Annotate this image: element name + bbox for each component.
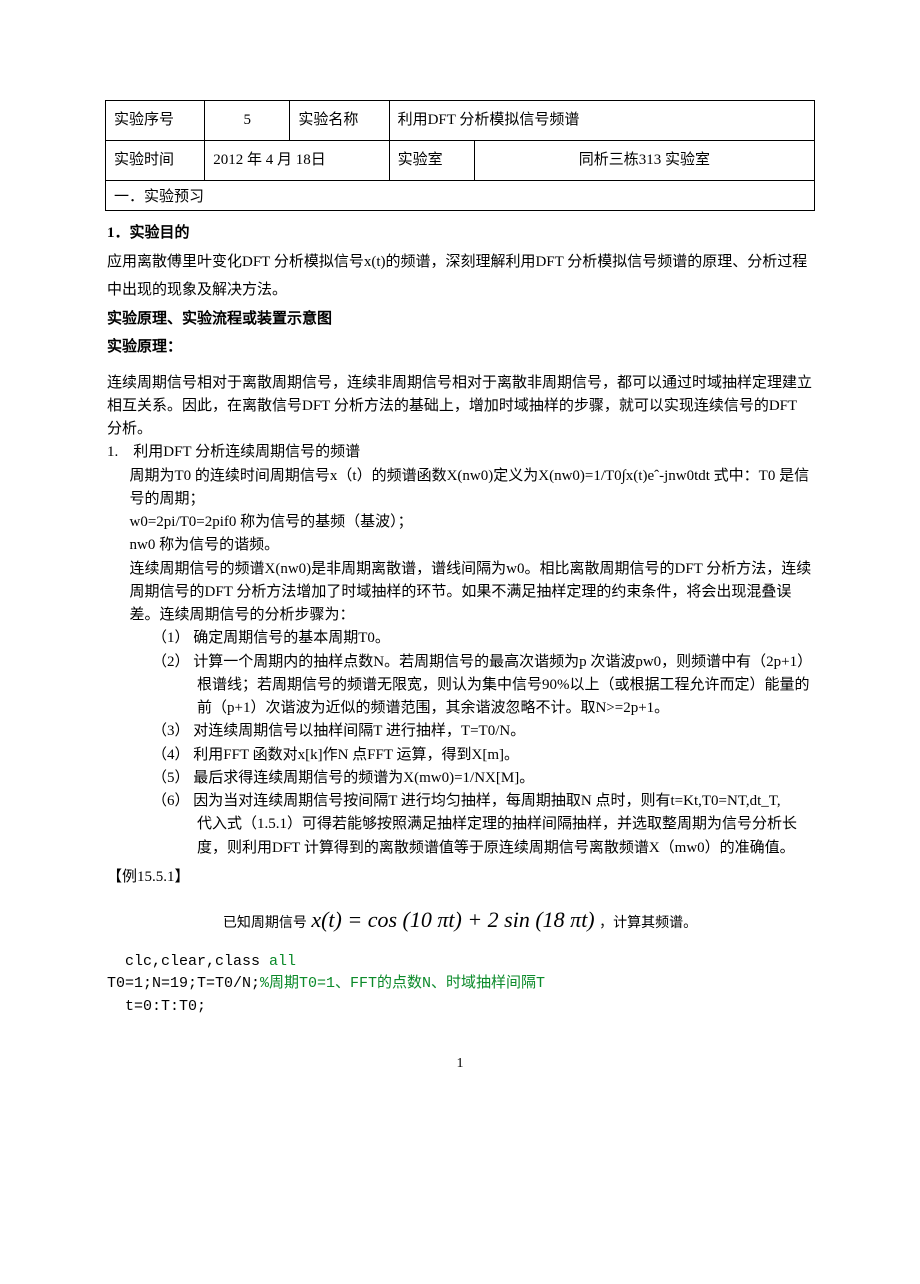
step-num: （5） — [152, 770, 190, 786]
heading-principle-flow: 实验原理、实验流程或装置示意图 — [107, 305, 813, 334]
value-lab: 同析三栋313 实验室 — [474, 141, 814, 181]
value-exp-time: 2012 年 4 月 18日 — [205, 141, 389, 181]
sub1-line: 周期为T0 的连续时间周期信号x（t）的频谱函数X(nw0)定义为X(nw0)=… — [130, 465, 814, 512]
step-num: （6） — [152, 793, 190, 809]
label-exp-name: 实验名称 — [290, 101, 389, 141]
table-row: 实验时间 2012 年 4 月 18日 实验室 同析三栋313 实验室 — [106, 141, 815, 181]
code-line: clc,clear,class all — [107, 951, 813, 974]
step-num: （3） — [152, 723, 190, 739]
code-keyword: all — [269, 953, 296, 970]
step-item: （2） 计算一个周期内的抽样点数N。若周期信号的最高次谐频为p 次谐波pw0，则… — [152, 651, 813, 721]
step-text: 确定周期信号的基本周期T0。 — [193, 630, 390, 646]
step-text: 最后求得连续周期信号的频谱为X(mw0)=1/NX[M]。 — [193, 770, 534, 786]
step-text: 计算一个周期内的抽样点数N。若周期信号的最高次谐频为p 次谐波pw0，则频谱中有… — [193, 654, 812, 717]
code-text: T0=1;N=19;T=T0/N; — [107, 975, 260, 992]
code-line: t=0:T:T0; — [107, 996, 813, 1019]
formula-prefix: 已知周期信号 — [223, 916, 307, 931]
sub1-line: w0=2pi/T0=2pif0 称为信号的基频（基波）； — [130, 511, 814, 534]
formula-line: 已知周期信号 x(t) = cos (10 πt) + 2 sin (18 πt… — [107, 899, 813, 941]
paragraph-intro: 连续周期信号相对于离散周期信号，连续非周期信号相对于离散非周期信号，都可以通过时… — [107, 372, 813, 442]
step-item: （6） 因为当对连续周期信号按间隔T 进行均匀抽样，每周期抽取N 点时，则有t=… — [152, 790, 813, 813]
subheading-1: 1. 利用DFT 分析连续周期信号的频谱 — [107, 441, 813, 464]
step-num: （4） — [152, 747, 190, 763]
step-text: 对连续周期信号以抽样间隔T 进行抽样，T=T0/N。 — [193, 723, 525, 739]
step-num: （2） — [152, 654, 190, 670]
formula-math: x(t) = cos (10 πt) + 2 sin (18 πt) — [311, 907, 594, 932]
step-item: （4） 利用FFT 函数对x[k]作N 点FFT 运算，得到X[m]。 — [152, 744, 813, 767]
label-exp-number: 实验序号 — [106, 101, 205, 141]
example-label: 【例15.5.1】 — [107, 866, 813, 889]
code-comment: %周期T0=1、FFT的点数N、时域抽样间隔T — [260, 975, 545, 992]
formula-suffix: ，计算其频谱。 — [599, 916, 697, 931]
label-lab: 实验室 — [389, 141, 474, 181]
step-num: （1） — [152, 630, 190, 646]
purpose-text: 应用离散傅里叶变化DFT 分析模拟信号x(t)的频谱，深刻理解利用DFT 分析模… — [107, 248, 813, 305]
step6-continuation: 代入式（1.5.1）可得若能够按照满足抽样定理的抽样间隔抽样，并选取整周期为信号… — [197, 813, 813, 860]
code-line: T0=1;N=19;T=T0/N;%周期T0=1、FFT的点数N、时域抽样间隔T — [107, 973, 813, 996]
step-item: （5） 最后求得连续周期信号的频谱为X(mw0)=1/NX[M]。 — [152, 767, 813, 790]
page: 实验序号 5 实验名称 利用DFT 分析模拟信号频谱 实验时间 2012 年 4… — [0, 0, 920, 1112]
step-text: 利用FFT 函数对x[k]作N 点FFT 运算，得到X[m]。 — [193, 747, 519, 763]
sub1-line: 连续周期信号的频谱X(nw0)是非周期离散谱，谱线间隔为w0。相比离散周期信号的… — [130, 558, 814, 628]
section-heading-preview: 一．实验预习 — [105, 181, 815, 211]
value-exp-number: 5 — [205, 101, 290, 141]
step-item: （3） 对连续周期信号以抽样间隔T 进行抽样，T=T0/N。 — [152, 720, 813, 743]
code-block: clc,clear,class all T0=1;N=19;T=T0/N;%周期… — [107, 951, 813, 1019]
heading-purpose: 1．实验目的 — [107, 219, 813, 248]
table-row: 实验序号 5 实验名称 利用DFT 分析模拟信号频谱 — [106, 101, 815, 141]
metadata-table: 实验序号 5 实验名称 利用DFT 分析模拟信号频谱 实验时间 2012 年 4… — [105, 100, 815, 181]
sub1-line: nw0 称为信号的谐频。 — [130, 534, 814, 557]
value-exp-name: 利用DFT 分析模拟信号频谱 — [389, 101, 814, 141]
content-body: 1．实验目的 应用离散傅里叶变化DFT 分析模拟信号x(t)的频谱，深刻理解利用… — [105, 211, 815, 1026]
code-text: clc,clear,class — [125, 953, 269, 970]
heading-principle: 实验原理： — [107, 333, 813, 362]
step-item: （1） 确定周期信号的基本周期T0。 — [152, 627, 813, 650]
step-text: 因为当对连续周期信号按间隔T 进行均匀抽样，每周期抽取N 点时，则有t=Kt,T… — [193, 793, 780, 809]
code-text: t=0:T:T0; — [125, 998, 206, 1015]
label-exp-time: 实验时间 — [106, 141, 205, 181]
page-number: 1 — [105, 1056, 815, 1072]
